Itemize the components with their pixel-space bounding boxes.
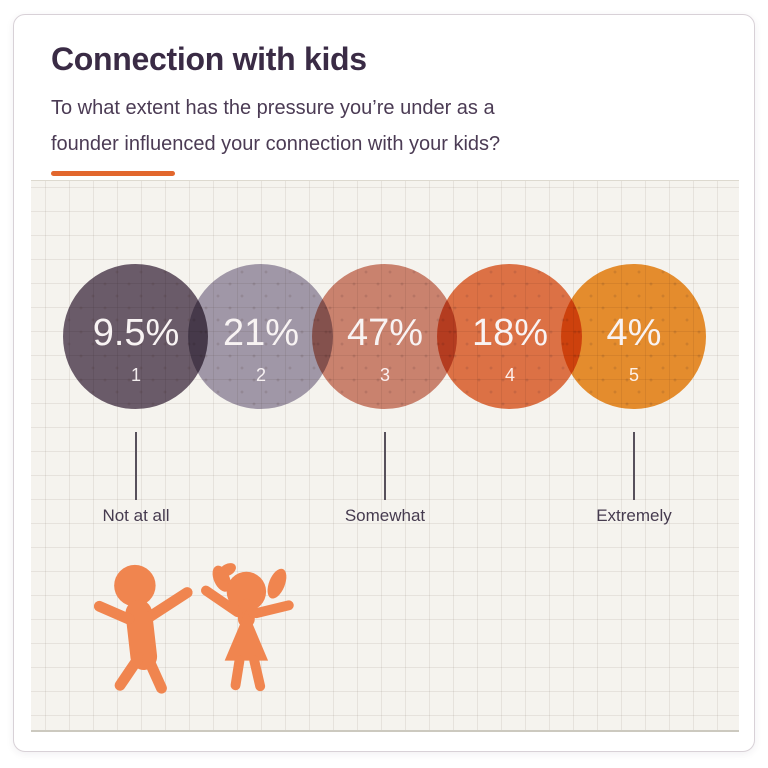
axis-label-extremely: Extremely [596,506,672,525]
stem-line-somewhat [384,432,386,500]
chart-title: Connection with kids [51,41,367,77]
boy-figure [94,564,193,694]
chart-card: Connection with kids To what extent has … [13,14,755,752]
girl-figure [200,563,294,692]
scale-circle-2 [188,264,333,409]
chart-subtitle: To what extent has the pressure you’re u… [51,97,501,155]
axis-label-somewhat: Somewhat [344,506,426,525]
card-header: Connection with kids To what extent has … [51,41,651,176]
scale-circle-4 [437,264,582,409]
scale-circle-3 [312,264,457,409]
scale-circle-1 [63,264,208,409]
title-underline [51,171,175,176]
stem-line-extremely [633,432,635,500]
scale-circle-5 [561,264,706,409]
children-icon [94,563,294,694]
stem-line-not-at-all [135,432,137,500]
chart-area: 9.5% 1 21% 2 47% 3 18% 4 4% 5 Not at [31,180,739,732]
axis-label-not-at-all: Not at all [102,506,170,525]
